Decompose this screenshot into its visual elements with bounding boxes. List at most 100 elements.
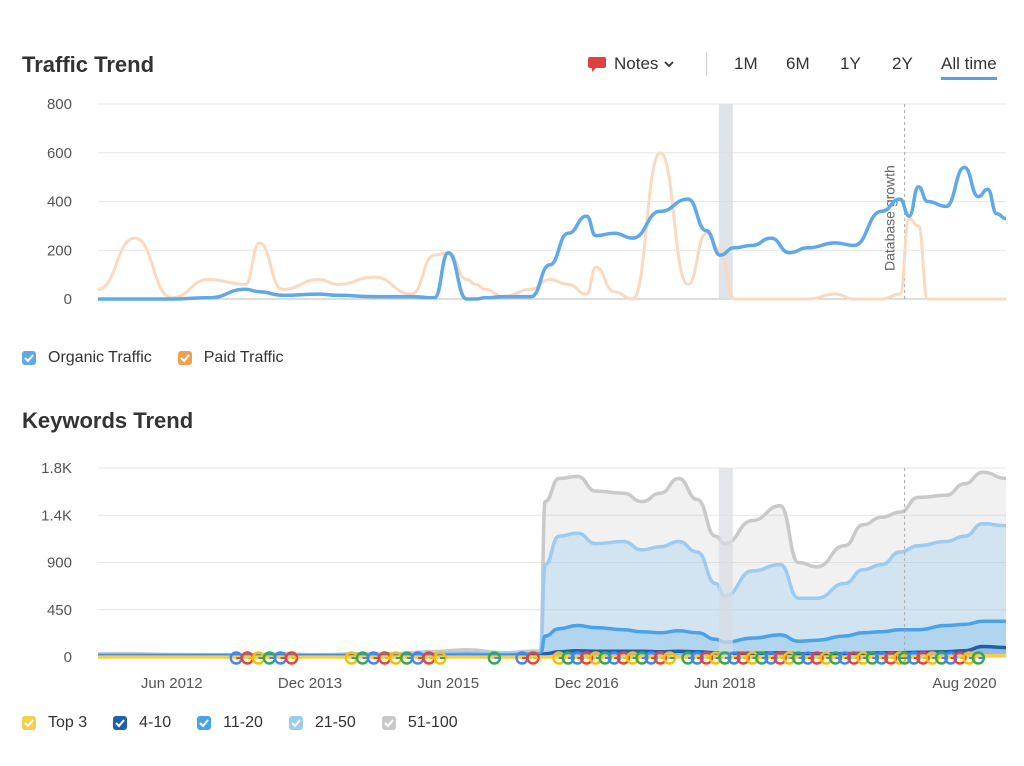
google-update-ring xyxy=(773,651,787,665)
google-update-ring xyxy=(916,651,930,665)
google-update-ring xyxy=(971,651,986,665)
x-tick-label: Dec 2013 xyxy=(278,675,342,692)
y-tick-label: 200 xyxy=(47,242,72,259)
google-update-ring xyxy=(727,651,741,665)
range-2y[interactable]: 2Y xyxy=(892,54,913,73)
traffic-trend-title: Traffic Trend xyxy=(22,52,155,77)
google-update-ring xyxy=(837,651,852,665)
k11-20-checkbox-icon[interactable] xyxy=(197,716,212,730)
legend-organic-traffic[interactable]: Organic Traffic xyxy=(22,349,152,367)
top3-checkbox-icon[interactable] xyxy=(22,716,36,730)
x-tick-label: Jun 2012 xyxy=(141,675,203,692)
organic-checkbox-icon[interactable] xyxy=(22,351,36,365)
google-update-ring xyxy=(526,651,540,665)
legend-21-50[interactable]: 21-50 xyxy=(288,714,356,732)
google-update-ring xyxy=(962,651,976,665)
google-update-ring xyxy=(579,651,594,665)
paid-traffic-line xyxy=(97,151,1006,301)
notes-label: Notes xyxy=(614,54,659,73)
range-1y[interactable]: 1Y xyxy=(840,54,861,73)
y-tick-label: 900 xyxy=(47,555,72,572)
y-tick-label: 800 xyxy=(47,96,72,113)
keywords-trend-title: Keywords Trend xyxy=(22,408,194,433)
traffic-legend: Organic Traffic Paid Traffic xyxy=(22,349,310,367)
k4-10-checkbox-icon[interactable] xyxy=(113,716,128,730)
google-update-ring xyxy=(745,651,760,665)
legend-label: Organic Traffic xyxy=(48,349,152,366)
google-update-ring xyxy=(653,651,668,665)
range-all-time[interactable]: All time xyxy=(941,54,997,80)
highlight-band xyxy=(718,468,733,657)
y-tick-label: 1.4K xyxy=(41,507,72,524)
google-update-ring xyxy=(662,651,677,665)
google-update-ring xyxy=(561,651,575,665)
google-update-ring xyxy=(856,651,870,665)
keywords-trend-chart: 0 450 900 1.4K 1.8K Jun 2012 Dec 2013 Jun 2015 D… xyxy=(41,460,1007,692)
legend-top-3[interactable]: Top 3 xyxy=(22,714,87,732)
legend-paid-traffic[interactable]: Paid Traffic xyxy=(177,349,284,367)
google-update-icon xyxy=(433,651,447,665)
google-update-ring xyxy=(644,651,658,665)
google-update-ring xyxy=(791,651,806,665)
area-21-50 xyxy=(98,523,1006,657)
google-update-ring xyxy=(570,651,585,665)
google-update-ring xyxy=(782,651,797,665)
database-growth-label: Database growth xyxy=(882,165,898,271)
area-11-20 xyxy=(98,621,1006,657)
google-update-ring xyxy=(487,651,502,665)
google-update-ring xyxy=(810,651,824,665)
google-update-ring xyxy=(925,651,939,665)
x-tick-label: Aug 2020 xyxy=(932,675,996,692)
y-tick-label: 600 xyxy=(47,145,72,162)
area-51-100 xyxy=(98,472,1006,657)
google-update-ring xyxy=(934,651,949,665)
legend-label: Top 3 xyxy=(48,714,88,731)
google-update-ring xyxy=(607,651,621,665)
legend-4-10[interactable]: 4-10 xyxy=(113,714,171,732)
range-6m[interactable]: 6M xyxy=(786,54,810,73)
google-update-icon xyxy=(487,651,502,665)
time-range-controls: Notes 1M 6M 1Y 2Y All time xyxy=(588,52,1008,80)
legend-label: 51-100 xyxy=(407,714,458,731)
google-update-icon xyxy=(662,651,677,665)
google-update-ring xyxy=(874,651,889,665)
controls-divider xyxy=(706,52,707,76)
keywords-legend: Top 3 4-10 11-20 21-50 51-100 xyxy=(22,714,484,732)
k21-50-checkbox-icon[interactable] xyxy=(288,716,303,730)
line-top-3 xyxy=(97,653,1007,659)
google-update-ring xyxy=(953,651,967,665)
x-tick-label: Jun 2018 xyxy=(694,675,756,692)
google-update-icon xyxy=(284,651,299,665)
chevron-down-icon xyxy=(664,61,675,68)
google-update-ring xyxy=(681,651,695,665)
google-update-ring xyxy=(699,651,714,665)
k51-100-checkbox-icon[interactable] xyxy=(381,716,396,730)
y-tick-label: 400 xyxy=(47,194,72,211)
google-update-ring xyxy=(755,651,769,665)
google-update-ring xyxy=(708,651,723,665)
legend-51-100[interactable]: 51-100 xyxy=(381,714,458,732)
google-update-ring xyxy=(801,651,815,665)
x-tick-label: Jun 2015 xyxy=(417,675,479,692)
google-update-ring xyxy=(897,651,912,665)
google-update-icon xyxy=(526,651,540,665)
google-update-ring xyxy=(552,651,566,665)
notes-button[interactable]: Notes xyxy=(588,52,675,76)
google-update-ring xyxy=(847,651,861,665)
google-update-ring xyxy=(736,651,750,665)
paid-checkbox-icon[interactable] xyxy=(177,351,192,365)
google-update-ring xyxy=(616,651,631,665)
google-update-ring xyxy=(598,651,612,665)
google-update-ring xyxy=(433,651,447,665)
google-update-ring xyxy=(764,651,778,665)
notes-icon xyxy=(588,57,606,72)
google-update-ring xyxy=(865,651,880,665)
google-update-ring xyxy=(718,651,732,665)
google-update-ring xyxy=(828,651,843,665)
legend-11-20[interactable]: 11-20 xyxy=(197,714,263,732)
google-update-ring xyxy=(819,651,833,665)
range-1m[interactable]: 1M xyxy=(734,54,758,73)
google-update-ring xyxy=(284,651,299,665)
google-update-ring xyxy=(907,651,921,665)
organic-traffic-line xyxy=(98,165,1007,301)
